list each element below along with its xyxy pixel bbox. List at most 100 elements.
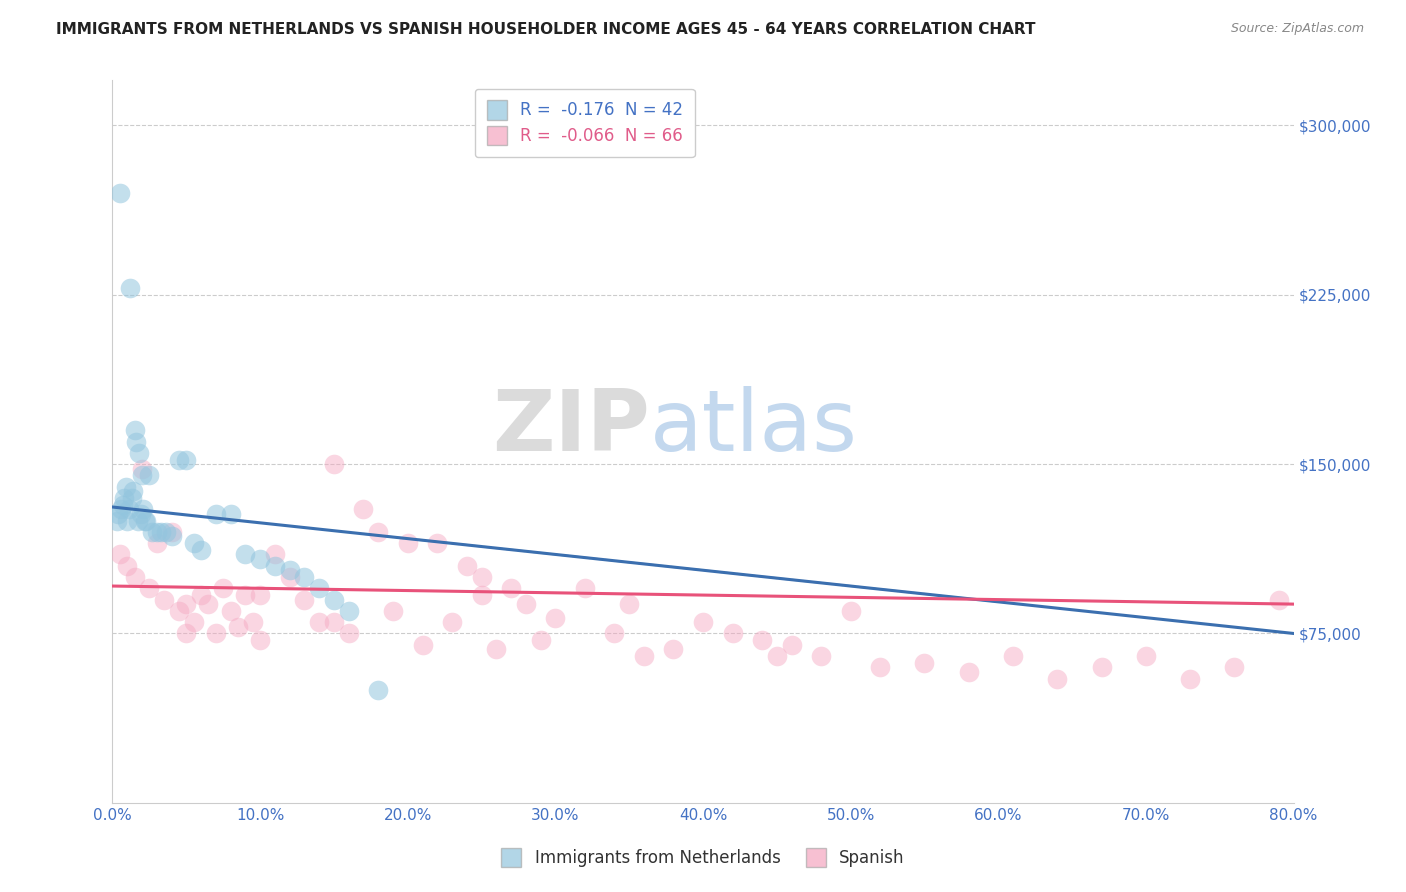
Point xyxy=(249,588,271,602)
Point xyxy=(205,626,228,640)
Point xyxy=(160,524,183,539)
Point xyxy=(205,507,228,521)
Point xyxy=(212,582,235,596)
Point xyxy=(869,660,891,674)
Point xyxy=(278,570,301,584)
Point xyxy=(190,588,212,602)
Point xyxy=(110,502,132,516)
Text: atlas: atlas xyxy=(650,385,858,468)
Point xyxy=(396,536,419,550)
Point xyxy=(114,480,136,494)
Point xyxy=(105,514,128,528)
Point xyxy=(367,524,389,539)
Point xyxy=(219,507,242,521)
Point xyxy=(515,597,537,611)
Point xyxy=(120,281,142,295)
Point xyxy=(603,626,626,640)
Point xyxy=(111,498,134,512)
Point xyxy=(839,604,862,618)
Point xyxy=(1001,648,1024,663)
Point xyxy=(574,582,596,596)
Point xyxy=(174,597,197,611)
Point xyxy=(501,582,523,596)
Point xyxy=(153,592,176,607)
Point xyxy=(249,552,271,566)
Point xyxy=(662,642,685,657)
Point xyxy=(485,642,508,657)
Point xyxy=(132,502,155,516)
Point xyxy=(780,638,803,652)
Point xyxy=(1268,592,1291,607)
Point xyxy=(226,620,249,634)
Point xyxy=(233,548,256,562)
Point xyxy=(146,524,169,539)
Point xyxy=(292,570,315,584)
Point xyxy=(146,536,169,550)
Text: Source: ZipAtlas.com: Source: ZipAtlas.com xyxy=(1230,22,1364,36)
Point xyxy=(108,548,131,562)
Point xyxy=(633,648,655,663)
Point xyxy=(233,588,256,602)
Point xyxy=(470,588,494,602)
Point xyxy=(122,484,145,499)
Point xyxy=(134,514,156,528)
Point xyxy=(138,468,160,483)
Point xyxy=(117,558,138,573)
Point xyxy=(112,491,135,505)
Point xyxy=(692,615,714,630)
Point xyxy=(721,626,744,640)
Point xyxy=(167,604,190,618)
Point xyxy=(118,502,141,516)
Point xyxy=(323,592,346,607)
Point xyxy=(382,604,405,618)
Point xyxy=(125,434,148,449)
Point xyxy=(323,457,346,471)
Point xyxy=(131,461,153,475)
Point xyxy=(264,548,287,562)
Point xyxy=(470,570,494,584)
Point xyxy=(810,648,832,663)
Point xyxy=(278,563,301,577)
Point xyxy=(367,682,389,697)
Point xyxy=(323,615,346,630)
Point xyxy=(174,626,197,640)
Point xyxy=(1180,672,1202,686)
Text: IMMIGRANTS FROM NETHERLANDS VS SPANISH HOUSEHOLDER INCOME AGES 45 - 64 YEARS COR: IMMIGRANTS FROM NETHERLANDS VS SPANISH H… xyxy=(56,22,1036,37)
Legend: Immigrants from Netherlands, Spanish: Immigrants from Netherlands, Spanish xyxy=(495,841,911,874)
Point xyxy=(619,597,641,611)
Point xyxy=(456,558,478,573)
Point xyxy=(264,558,287,573)
Point xyxy=(1135,648,1157,663)
Point xyxy=(150,524,173,539)
Point xyxy=(352,502,374,516)
Point xyxy=(121,491,143,505)
Point xyxy=(337,626,360,640)
Point xyxy=(242,615,264,630)
Point xyxy=(183,615,205,630)
Point xyxy=(124,423,146,437)
Point xyxy=(128,446,150,460)
Point xyxy=(292,592,315,607)
Text: ZIP: ZIP xyxy=(492,385,650,468)
Point xyxy=(308,582,330,596)
Point xyxy=(751,633,773,648)
Point xyxy=(131,468,153,483)
Point xyxy=(155,524,177,539)
Point xyxy=(426,536,449,550)
Point xyxy=(135,514,157,528)
Point xyxy=(160,529,183,543)
Point xyxy=(167,452,190,467)
Point xyxy=(914,656,936,670)
Point xyxy=(957,665,980,679)
Point xyxy=(124,570,146,584)
Point xyxy=(1223,660,1246,674)
Point xyxy=(108,186,131,201)
Point xyxy=(127,514,149,528)
Point xyxy=(141,524,163,539)
Point xyxy=(138,582,160,596)
Point xyxy=(174,452,197,467)
Point xyxy=(1091,660,1114,674)
Point xyxy=(412,638,434,652)
Point xyxy=(1046,672,1069,686)
Point xyxy=(183,536,205,550)
